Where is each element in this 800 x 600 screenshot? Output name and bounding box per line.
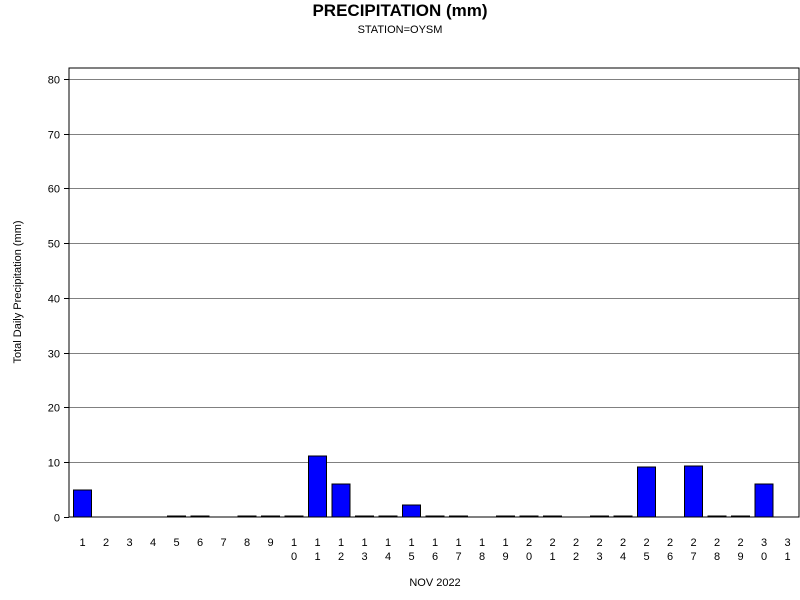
y-axis-ticks: 0 10 20 30 40 50 60 70 80 bbox=[48, 75, 69, 525]
bar bbox=[684, 465, 703, 518]
x-axis-label: NOV 2022 bbox=[409, 577, 460, 589]
y-tick-label: 50 bbox=[48, 239, 60, 251]
bar bbox=[73, 489, 92, 518]
y-axis-label: Total Daily Precipitation (mm) bbox=[12, 220, 24, 363]
chart-subtitle: STATION=OYSM bbox=[357, 24, 443, 36]
plot-frame bbox=[68, 67, 800, 518]
y-tick-label: 40 bbox=[48, 294, 60, 306]
y-tick-label: 60 bbox=[48, 184, 60, 196]
y-tick-label: 20 bbox=[48, 403, 60, 415]
x-tick-label: 8 bbox=[244, 537, 250, 549]
x-tick-label: 9 bbox=[267, 537, 273, 549]
y-tick-label: 80 bbox=[48, 75, 60, 87]
bar bbox=[402, 504, 421, 518]
x-axis-ticks: 1 2 3 4 5 6 7 8 9 1 01 11 21 31 41 51 61 71 81 92 02 12 22 32 42… bbox=[79, 537, 790, 563]
x-tick-label: 1 bbox=[79, 537, 85, 549]
x-tick-label: 4 bbox=[150, 537, 156, 549]
bars bbox=[73, 455, 774, 518]
y-tick-label: 0 bbox=[54, 513, 60, 525]
bar bbox=[331, 483, 351, 518]
x-tick-label: 7 bbox=[220, 537, 226, 549]
x-tick-label: 2 bbox=[103, 537, 109, 549]
bar bbox=[754, 483, 774, 518]
gridlines bbox=[69, 79, 799, 463]
x-tick-label: 5 bbox=[173, 537, 179, 549]
y-tick-label: 70 bbox=[48, 130, 60, 142]
bar bbox=[308, 455, 327, 518]
y-tick-label: 10 bbox=[48, 458, 60, 470]
y-tick-label: 30 bbox=[48, 349, 60, 361]
x-tick-label: 3 bbox=[126, 537, 132, 549]
bar bbox=[637, 466, 656, 518]
chart-title: PRECIPITATION (mm) bbox=[312, 1, 488, 20]
x-tick-label: 6 bbox=[197, 537, 203, 549]
